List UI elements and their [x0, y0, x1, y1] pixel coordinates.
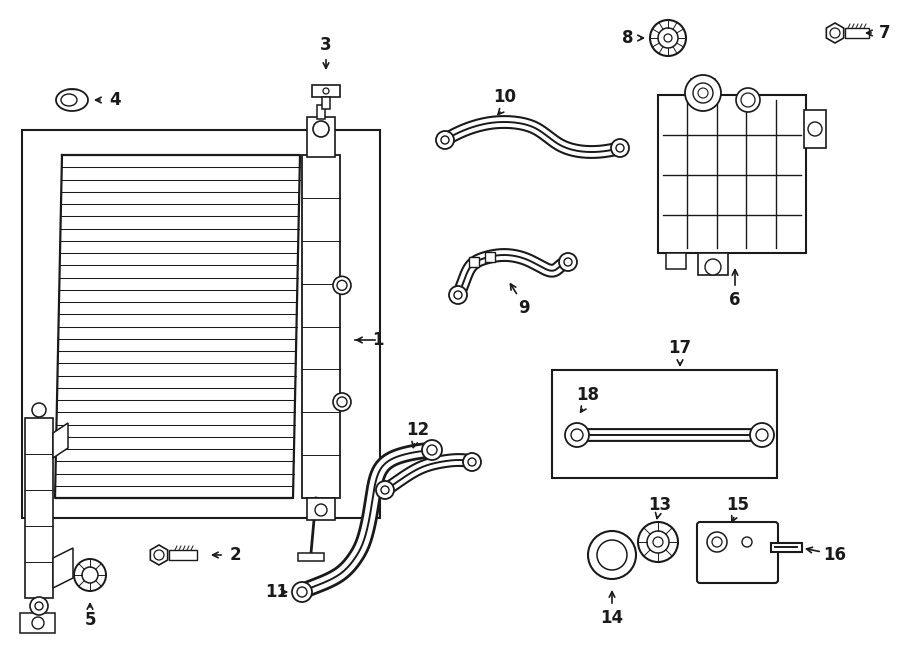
Circle shape: [559, 253, 577, 271]
Circle shape: [32, 617, 44, 629]
Circle shape: [830, 28, 840, 38]
Circle shape: [313, 121, 329, 137]
Circle shape: [588, 531, 636, 579]
Bar: [307, 117, 335, 157]
Circle shape: [705, 259, 721, 275]
Circle shape: [333, 393, 351, 411]
Bar: [666, 253, 686, 269]
Circle shape: [441, 136, 449, 144]
Text: 15: 15: [726, 496, 750, 514]
Text: 2: 2: [230, 546, 241, 564]
Text: 4: 4: [109, 91, 121, 109]
Circle shape: [74, 559, 106, 591]
Circle shape: [323, 88, 329, 94]
Circle shape: [422, 440, 442, 460]
Circle shape: [698, 88, 708, 98]
Bar: [658, 95, 806, 253]
Bar: [20, 613, 55, 633]
Circle shape: [742, 537, 752, 547]
Bar: [698, 253, 728, 275]
Polygon shape: [53, 423, 68, 458]
Circle shape: [808, 122, 822, 136]
Text: 14: 14: [600, 609, 624, 627]
Circle shape: [154, 550, 164, 560]
Circle shape: [712, 537, 722, 547]
Circle shape: [638, 522, 678, 562]
Circle shape: [647, 531, 669, 553]
Bar: [485, 252, 495, 262]
Text: 3: 3: [320, 36, 332, 54]
Ellipse shape: [56, 89, 88, 111]
Bar: [552, 370, 777, 478]
Text: 9: 9: [518, 299, 530, 317]
Circle shape: [597, 540, 627, 570]
Text: 16: 16: [824, 546, 847, 564]
Circle shape: [756, 429, 768, 441]
Circle shape: [750, 423, 774, 447]
Circle shape: [292, 582, 312, 602]
Text: 6: 6: [729, 291, 741, 309]
Text: 10: 10: [493, 88, 517, 106]
Circle shape: [571, 429, 583, 441]
Text: 18: 18: [577, 386, 599, 404]
FancyBboxPatch shape: [697, 522, 778, 583]
Bar: [25, 418, 53, 598]
Text: 11: 11: [266, 583, 289, 601]
Circle shape: [337, 280, 347, 290]
Circle shape: [333, 276, 351, 294]
Circle shape: [736, 88, 760, 112]
Circle shape: [468, 458, 476, 466]
Circle shape: [32, 403, 46, 417]
Text: 17: 17: [669, 339, 691, 357]
Circle shape: [449, 286, 467, 304]
Bar: [317, 105, 325, 119]
Bar: [691, 79, 715, 97]
Circle shape: [693, 83, 713, 103]
Polygon shape: [53, 548, 73, 588]
Bar: [804, 110, 826, 148]
Circle shape: [337, 397, 347, 407]
Text: 13: 13: [648, 496, 671, 514]
Circle shape: [436, 131, 454, 149]
Circle shape: [463, 453, 481, 471]
Circle shape: [653, 537, 663, 547]
Text: 8: 8: [622, 29, 634, 47]
Circle shape: [664, 34, 672, 42]
Polygon shape: [150, 545, 167, 565]
Circle shape: [381, 486, 389, 494]
Bar: [307, 498, 335, 520]
Circle shape: [650, 20, 686, 56]
Circle shape: [297, 587, 307, 597]
Bar: [322, 97, 330, 109]
Circle shape: [565, 423, 589, 447]
Circle shape: [30, 597, 48, 615]
Circle shape: [707, 532, 727, 552]
Circle shape: [454, 291, 462, 299]
Circle shape: [315, 504, 327, 516]
Circle shape: [427, 445, 437, 455]
Bar: [169, 550, 197, 560]
Polygon shape: [826, 23, 843, 43]
Text: 1: 1: [373, 331, 383, 349]
Circle shape: [741, 93, 755, 107]
Bar: [302, 155, 340, 498]
Circle shape: [658, 28, 678, 48]
Circle shape: [616, 144, 624, 152]
Bar: [469, 257, 479, 267]
Circle shape: [611, 139, 629, 157]
Circle shape: [82, 567, 98, 583]
Text: 12: 12: [407, 421, 429, 439]
Circle shape: [685, 75, 721, 111]
Text: 7: 7: [879, 24, 891, 42]
Bar: [312, 85, 340, 97]
Circle shape: [35, 602, 43, 610]
Bar: [298, 553, 324, 561]
Bar: [22, 130, 380, 518]
Circle shape: [376, 481, 394, 499]
Circle shape: [564, 258, 572, 266]
Bar: [845, 28, 869, 38]
Ellipse shape: [61, 94, 77, 106]
Text: 5: 5: [85, 611, 95, 629]
